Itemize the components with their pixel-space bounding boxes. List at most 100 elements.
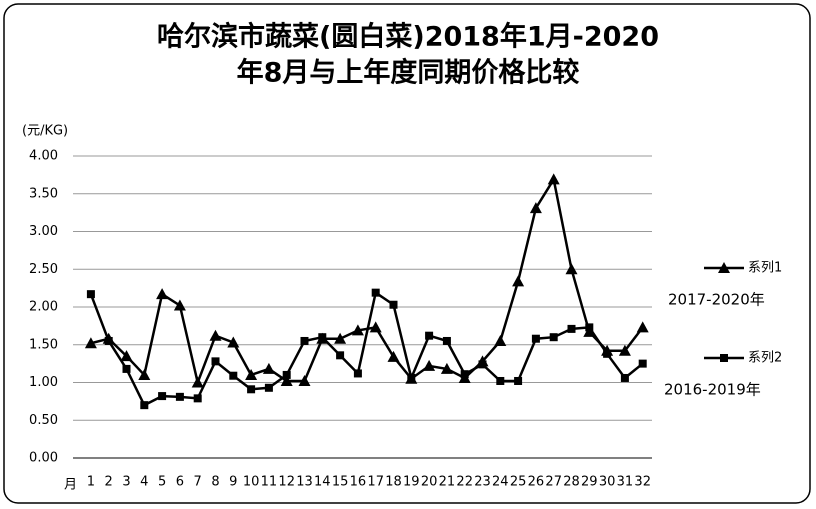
point: [549, 333, 558, 342]
point: [636, 321, 649, 333]
x-tick-label: 30: [599, 475, 616, 490]
point: [387, 350, 400, 362]
legend-marker: [718, 262, 730, 273]
point: [442, 336, 451, 345]
point: [280, 374, 293, 386]
point: [247, 385, 256, 394]
point: [336, 351, 345, 360]
x-axis-label: 月: [64, 478, 77, 493]
x-tick-label: 25: [510, 475, 527, 490]
point: [565, 263, 578, 275]
x-tick-label: 21: [439, 475, 456, 490]
point: [318, 333, 327, 342]
x-tick-label: 7: [194, 475, 202, 490]
point: [264, 383, 273, 392]
point: [122, 364, 131, 373]
point: [371, 288, 380, 297]
x-tick-label: 26: [528, 475, 545, 490]
y-tick-label: 2.50: [29, 262, 58, 277]
x-tick-label: 18: [385, 475, 402, 490]
point: [620, 373, 629, 382]
point: [407, 373, 416, 382]
point: [585, 323, 594, 332]
point: [425, 331, 434, 340]
x-tick-label: 12: [278, 475, 295, 490]
x-tick-label: 13: [296, 475, 313, 490]
point: [351, 324, 364, 336]
point: [104, 336, 113, 345]
point: [514, 376, 523, 385]
x-tick-label: 19: [403, 475, 420, 490]
point: [369, 321, 382, 333]
point: [156, 288, 169, 300]
y-tick-label: 1.50: [29, 337, 58, 352]
x-tick-label: 3: [122, 475, 130, 490]
chart-title: 年8月与上年度同期价格比较: [237, 57, 580, 89]
x-tick-label: 16: [350, 475, 367, 490]
point: [496, 376, 505, 385]
point: [334, 332, 347, 344]
x-tick-label: 1: [87, 475, 95, 490]
point: [567, 324, 576, 333]
legend-label: 系列2: [748, 351, 782, 366]
x-tick-label: 24: [492, 475, 509, 490]
point: [423, 359, 436, 371]
point: [120, 350, 133, 362]
x-tick-label: 17: [367, 475, 384, 490]
x-tick-label: 32: [634, 475, 651, 490]
x-tick-label: 31: [617, 475, 634, 490]
x-tick-label: 23: [474, 475, 491, 490]
point: [529, 202, 542, 214]
point: [282, 370, 291, 379]
point: [229, 371, 238, 380]
point: [353, 369, 362, 378]
x-tick-label: 28: [563, 475, 580, 490]
point: [298, 374, 311, 386]
point: [440, 362, 453, 374]
x-tick-label: 22: [456, 475, 473, 490]
point: [300, 336, 309, 345]
point: [547, 173, 560, 185]
point: [460, 370, 469, 379]
y-tick-label: 0.50: [29, 413, 58, 428]
point: [209, 329, 222, 341]
y-tick-label: 3.00: [29, 224, 58, 239]
y-tick-label: 4.00: [29, 149, 58, 164]
point: [389, 300, 398, 309]
point: [138, 368, 151, 380]
chart-title: 哈尔滨市蔬菜(圆白菜)2018年1月-2020: [157, 21, 659, 53]
x-tick-label: 4: [140, 475, 148, 490]
x-tick-label: 6: [176, 475, 184, 490]
point: [193, 394, 202, 403]
legend-marker: [720, 354, 728, 362]
point: [84, 337, 97, 349]
point: [191, 376, 204, 388]
point: [603, 349, 612, 358]
point: [638, 359, 647, 368]
point: [262, 362, 275, 374]
x-tick-label: 9: [229, 475, 237, 490]
y-tick-label: 1.00: [29, 375, 58, 390]
x-tick-label: 2: [105, 475, 113, 490]
point: [583, 325, 596, 337]
point: [531, 334, 540, 343]
x-tick-label: 8: [211, 475, 219, 490]
y-tick-label: 2.00: [29, 300, 58, 315]
y-tick-label: 0.00: [29, 451, 58, 466]
x-tick-label: 11: [261, 475, 278, 490]
point: [512, 275, 525, 287]
annotation: 2016-2019年: [664, 381, 761, 399]
point: [86, 290, 95, 299]
x-tick-label: 14: [314, 475, 331, 490]
y-axis-label: (元/KG): [22, 124, 68, 139]
point: [158, 392, 167, 401]
point: [245, 368, 258, 380]
y-tick-label: 3.50: [29, 186, 58, 201]
x-tick-label: 27: [545, 475, 562, 490]
point: [140, 401, 149, 410]
point: [618, 344, 631, 356]
x-tick-label: 10: [243, 475, 260, 490]
point: [227, 336, 240, 348]
point: [175, 392, 184, 401]
